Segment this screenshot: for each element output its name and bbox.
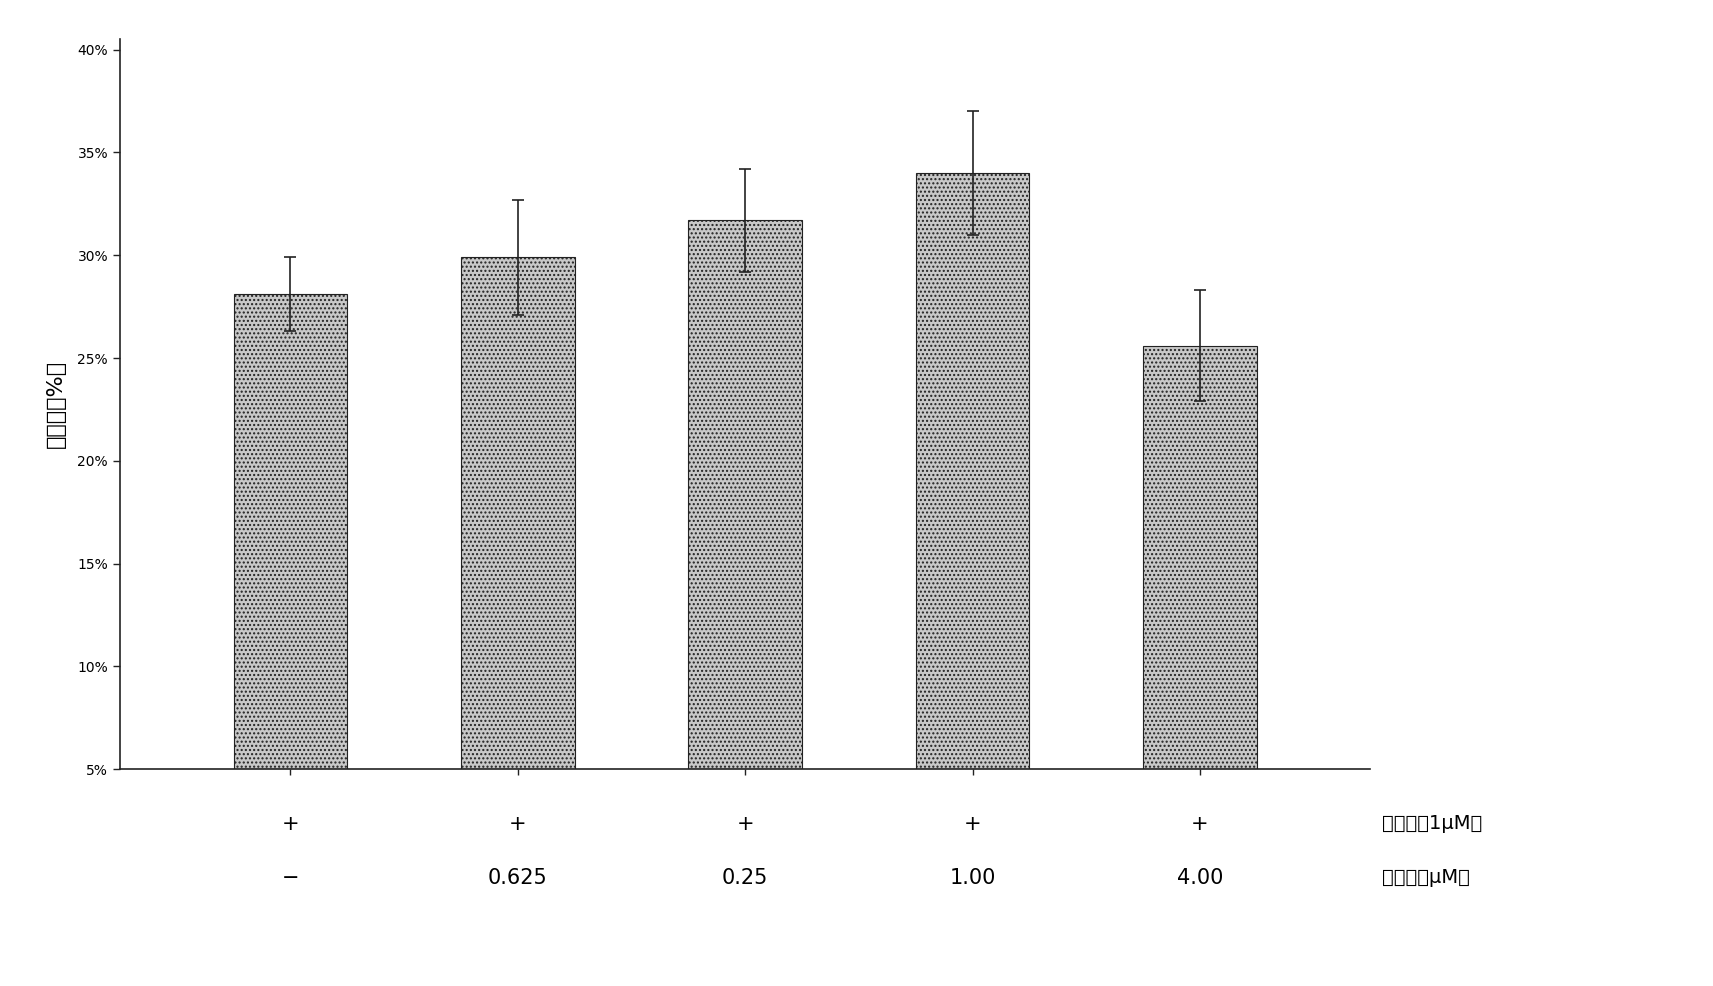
Text: 0.25: 0.25 bbox=[721, 868, 769, 887]
Bar bbox=[689, 220, 802, 769]
Bar bbox=[1143, 346, 1257, 769]
Bar bbox=[233, 294, 348, 769]
Text: +: + bbox=[509, 814, 526, 834]
Text: +: + bbox=[281, 814, 300, 834]
Text: 小檗碱（μM）: 小檗碱（μM） bbox=[1382, 868, 1470, 886]
Bar bbox=[461, 257, 574, 769]
Text: −: − bbox=[281, 868, 300, 887]
Text: +: + bbox=[1191, 814, 1209, 834]
Text: +: + bbox=[964, 814, 982, 834]
Y-axis label: 抑制率（%）: 抑制率（%） bbox=[46, 360, 67, 449]
Text: +: + bbox=[737, 814, 754, 834]
Text: 1.00: 1.00 bbox=[949, 868, 995, 887]
Text: 阿霉素（1μM）: 阿霉素（1μM） bbox=[1382, 814, 1482, 833]
Text: 0.625: 0.625 bbox=[488, 868, 548, 887]
Bar bbox=[916, 173, 1030, 769]
Text: 4.00: 4.00 bbox=[1177, 868, 1223, 887]
